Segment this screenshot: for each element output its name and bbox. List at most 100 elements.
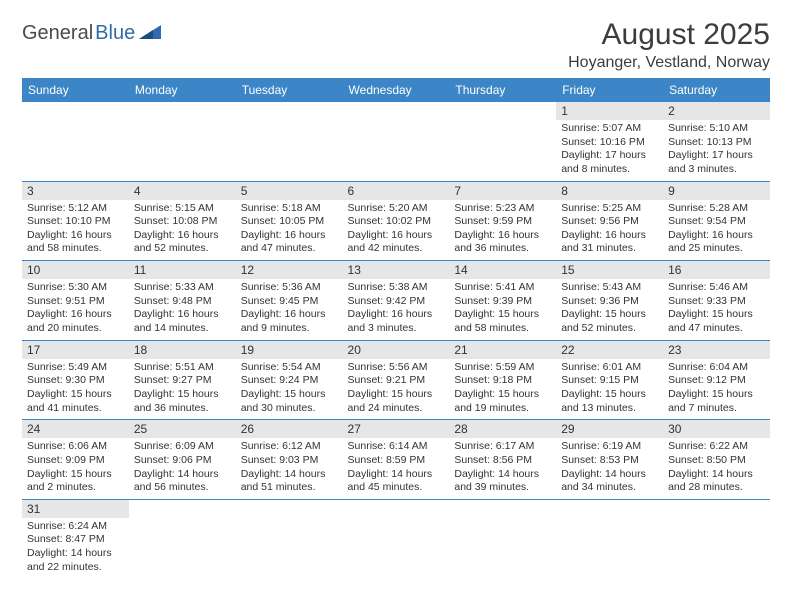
calendar-row: 17Sunrise: 5:49 AMSunset: 9:30 PMDayligh… xyxy=(22,340,770,420)
day-number-row: 19 xyxy=(236,341,343,359)
calendar-row: 31Sunrise: 6:24 AMSunset: 8:47 PMDayligh… xyxy=(22,499,770,578)
calendar-cell: 13Sunrise: 5:38 AMSunset: 9:42 PMDayligh… xyxy=(343,261,450,341)
sun-info: Sunrise: 6:12 AMSunset: 9:03 PMDaylight:… xyxy=(236,438,343,499)
logo-text-blue: Blue xyxy=(95,22,135,45)
day-number: 22 xyxy=(556,341,663,359)
day-number-row: 11 xyxy=(129,261,236,279)
day-number: 25 xyxy=(129,420,236,438)
calendar-row: 3Sunrise: 5:12 AMSunset: 10:10 PMDayligh… xyxy=(22,181,770,261)
day-number-row: 10 xyxy=(22,261,129,279)
day-number-row: 30 xyxy=(663,420,770,438)
day-number: 19 xyxy=(236,341,343,359)
calendar-cell: 14Sunrise: 5:41 AMSunset: 9:39 PMDayligh… xyxy=(449,261,556,341)
sun-info: Sunrise: 6:19 AMSunset: 8:53 PMDaylight:… xyxy=(556,438,663,499)
calendar-cell: 31Sunrise: 6:24 AMSunset: 8:47 PMDayligh… xyxy=(22,499,129,578)
sun-info: Sunrise: 5:25 AMSunset: 9:56 PMDaylight:… xyxy=(556,200,663,261)
calendar-cell: 29Sunrise: 6:19 AMSunset: 8:53 PMDayligh… xyxy=(556,420,663,500)
day-number: 12 xyxy=(236,261,343,279)
day-number-row: 16 xyxy=(663,261,770,279)
calendar-cell: 28Sunrise: 6:17 AMSunset: 8:56 PMDayligh… xyxy=(449,420,556,500)
sun-info: Sunrise: 5:36 AMSunset: 9:45 PMDaylight:… xyxy=(236,279,343,340)
day-number: 11 xyxy=(129,261,236,279)
day-number-row: 21 xyxy=(449,341,556,359)
day-number-row: 28 xyxy=(449,420,556,438)
flag-icon xyxy=(139,22,161,45)
day-number: 5 xyxy=(236,182,343,200)
day-number-row: 31 xyxy=(22,500,129,518)
day-number: 28 xyxy=(449,420,556,438)
calendar-cell: 17Sunrise: 5:49 AMSunset: 9:30 PMDayligh… xyxy=(22,340,129,420)
day-number: 30 xyxy=(663,420,770,438)
calendar-cell xyxy=(556,499,663,578)
calendar-cell: 6Sunrise: 5:20 AMSunset: 10:02 PMDayligh… xyxy=(343,181,450,261)
calendar-cell: 8Sunrise: 5:25 AMSunset: 9:56 PMDaylight… xyxy=(556,181,663,261)
calendar-cell: 2Sunrise: 5:10 AMSunset: 10:13 PMDayligh… xyxy=(663,102,770,181)
calendar-row: 10Sunrise: 5:30 AMSunset: 9:51 PMDayligh… xyxy=(22,261,770,341)
weekday-header: Saturday xyxy=(663,78,770,102)
weekday-header: Sunday xyxy=(22,78,129,102)
sun-info: Sunrise: 6:04 AMSunset: 9:12 PMDaylight:… xyxy=(663,359,770,420)
day-number-row: 7 xyxy=(449,182,556,200)
weekday-header: Friday xyxy=(556,78,663,102)
day-number: 18 xyxy=(129,341,236,359)
day-number-row: 29 xyxy=(556,420,663,438)
calendar-cell xyxy=(343,102,450,181)
weekday-header: Thursday xyxy=(449,78,556,102)
sun-info: Sunrise: 5:28 AMSunset: 9:54 PMDaylight:… xyxy=(663,200,770,261)
day-number: 7 xyxy=(449,182,556,200)
calendar-cell: 16Sunrise: 5:46 AMSunset: 9:33 PMDayligh… xyxy=(663,261,770,341)
day-number: 2 xyxy=(663,102,770,120)
sun-info: Sunrise: 5:10 AMSunset: 10:13 PMDaylight… xyxy=(663,120,770,181)
sun-info: Sunrise: 5:41 AMSunset: 9:39 PMDaylight:… xyxy=(449,279,556,340)
day-number-row: 26 xyxy=(236,420,343,438)
sun-info: Sunrise: 5:43 AMSunset: 9:36 PMDaylight:… xyxy=(556,279,663,340)
calendar-cell xyxy=(449,102,556,181)
day-number-row: 2 xyxy=(663,102,770,120)
calendar-cell: 26Sunrise: 6:12 AMSunset: 9:03 PMDayligh… xyxy=(236,420,343,500)
day-number: 16 xyxy=(663,261,770,279)
day-number-row: 20 xyxy=(343,341,450,359)
day-number-row: 1 xyxy=(556,102,663,120)
sun-info: Sunrise: 6:06 AMSunset: 9:09 PMDaylight:… xyxy=(22,438,129,499)
day-number: 20 xyxy=(343,341,450,359)
calendar-cell: 9Sunrise: 5:28 AMSunset: 9:54 PMDaylight… xyxy=(663,181,770,261)
day-number-row: 22 xyxy=(556,341,663,359)
calendar-cell: 1Sunrise: 5:07 AMSunset: 10:16 PMDayligh… xyxy=(556,102,663,181)
day-number: 10 xyxy=(22,261,129,279)
sun-info: Sunrise: 5:30 AMSunset: 9:51 PMDaylight:… xyxy=(22,279,129,340)
calendar-cell: 22Sunrise: 6:01 AMSunset: 9:15 PMDayligh… xyxy=(556,340,663,420)
calendar-cell: 21Sunrise: 5:59 AMSunset: 9:18 PMDayligh… xyxy=(449,340,556,420)
sun-info: Sunrise: 5:12 AMSunset: 10:10 PMDaylight… xyxy=(22,200,129,261)
sun-info: Sunrise: 6:09 AMSunset: 9:06 PMDaylight:… xyxy=(129,438,236,499)
calendar-cell xyxy=(129,102,236,181)
calendar-cell: 12Sunrise: 5:36 AMSunset: 9:45 PMDayligh… xyxy=(236,261,343,341)
day-number: 4 xyxy=(129,182,236,200)
header: GeneralBlue August 2025 Hoyanger, Vestla… xyxy=(22,18,770,72)
day-number: 8 xyxy=(556,182,663,200)
sun-info: Sunrise: 6:22 AMSunset: 8:50 PMDaylight:… xyxy=(663,438,770,499)
day-number: 21 xyxy=(449,341,556,359)
sun-info: Sunrise: 5:23 AMSunset: 9:59 PMDaylight:… xyxy=(449,200,556,261)
calendar-cell: 10Sunrise: 5:30 AMSunset: 9:51 PMDayligh… xyxy=(22,261,129,341)
day-number-row: 25 xyxy=(129,420,236,438)
sun-info: Sunrise: 5:07 AMSunset: 10:16 PMDaylight… xyxy=(556,120,663,181)
calendar-cell: 25Sunrise: 6:09 AMSunset: 9:06 PMDayligh… xyxy=(129,420,236,500)
calendar-cell: 11Sunrise: 5:33 AMSunset: 9:48 PMDayligh… xyxy=(129,261,236,341)
day-number: 29 xyxy=(556,420,663,438)
day-number: 23 xyxy=(663,341,770,359)
calendar-row: 1Sunrise: 5:07 AMSunset: 10:16 PMDayligh… xyxy=(22,102,770,181)
day-number: 15 xyxy=(556,261,663,279)
day-number-row: 4 xyxy=(129,182,236,200)
calendar-cell xyxy=(449,499,556,578)
sun-info: Sunrise: 5:46 AMSunset: 9:33 PMDaylight:… xyxy=(663,279,770,340)
sun-info: Sunrise: 6:24 AMSunset: 8:47 PMDaylight:… xyxy=(22,518,129,579)
day-number: 17 xyxy=(22,341,129,359)
day-number-row: 24 xyxy=(22,420,129,438)
day-number-row: 6 xyxy=(343,182,450,200)
calendar-cell xyxy=(236,102,343,181)
day-number: 26 xyxy=(236,420,343,438)
calendar-table: Sunday Monday Tuesday Wednesday Thursday… xyxy=(22,78,770,578)
calendar-cell: 18Sunrise: 5:51 AMSunset: 9:27 PMDayligh… xyxy=(129,340,236,420)
day-number-row: 3 xyxy=(22,182,129,200)
day-number-row: 27 xyxy=(343,420,450,438)
